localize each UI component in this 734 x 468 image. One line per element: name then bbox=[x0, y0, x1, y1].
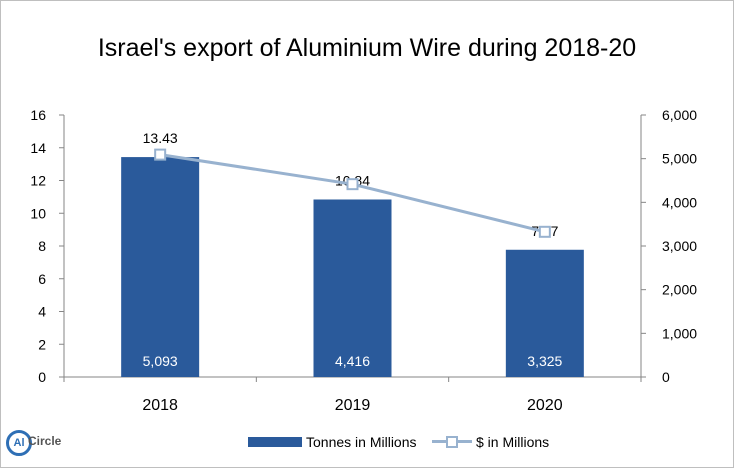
y-right-tick-label: 6,000 bbox=[662, 107, 697, 123]
logo-name: Circle bbox=[28, 434, 62, 448]
y-left-tick-label: 2 bbox=[38, 336, 46, 352]
y-left-tick-label: 14 bbox=[30, 140, 46, 156]
bar-inner-label: 4,416 bbox=[335, 353, 370, 369]
x-tick-label: 2018 bbox=[142, 397, 178, 414]
y-left-tick-label: 12 bbox=[30, 173, 46, 189]
bar bbox=[313, 199, 392, 377]
y-left-tick-label: 16 bbox=[30, 107, 46, 123]
y-right-tick-label: 5,000 bbox=[662, 151, 697, 167]
chart-legend: Tonnes in Millions $ in Millions bbox=[0, 434, 734, 454]
y-left-tick-label: 4 bbox=[38, 304, 46, 320]
legend-item-tonnes: Tonnes in Millions bbox=[248, 434, 417, 450]
bar-value-label: 13.43 bbox=[143, 130, 178, 146]
bar-inner-label: 5,093 bbox=[143, 353, 178, 369]
line-point bbox=[346, 178, 359, 191]
logo-mark: Al bbox=[6, 430, 32, 456]
y-left-tick-label: 0 bbox=[38, 369, 46, 385]
line-point bbox=[154, 148, 167, 161]
y-left-tick-label: 10 bbox=[30, 205, 46, 221]
y-right-tick-label: 3,000 bbox=[662, 238, 697, 254]
line-point bbox=[538, 225, 551, 238]
y-right-tick-label: 1,000 bbox=[662, 325, 697, 341]
y-right-tick-label: 2,000 bbox=[662, 282, 697, 298]
legend-swatch-bar bbox=[248, 437, 302, 447]
alcircle-logo: Al Circle bbox=[6, 428, 66, 462]
bar bbox=[121, 157, 200, 377]
y-left-tick-label: 6 bbox=[38, 271, 46, 287]
y-right-tick-label: 0 bbox=[662, 369, 670, 385]
legend-label-tonnes: Tonnes in Millions bbox=[306, 434, 417, 450]
chart-title: Israel's export of Aluminium Wire during… bbox=[97, 34, 637, 62]
x-tick-label: 2019 bbox=[335, 397, 371, 414]
legend-swatch-line bbox=[432, 435, 472, 449]
legend-item-dollars: $ in Millions bbox=[432, 434, 549, 450]
bar bbox=[505, 249, 584, 377]
legend-label-dollars: $ in Millions bbox=[476, 434, 550, 450]
bar-inner-label: 3,325 bbox=[527, 353, 562, 369]
x-tick-label: 2020 bbox=[527, 397, 563, 414]
y-right-tick-label: 4,000 bbox=[662, 194, 697, 210]
y-left-tick-label: 8 bbox=[38, 238, 46, 254]
